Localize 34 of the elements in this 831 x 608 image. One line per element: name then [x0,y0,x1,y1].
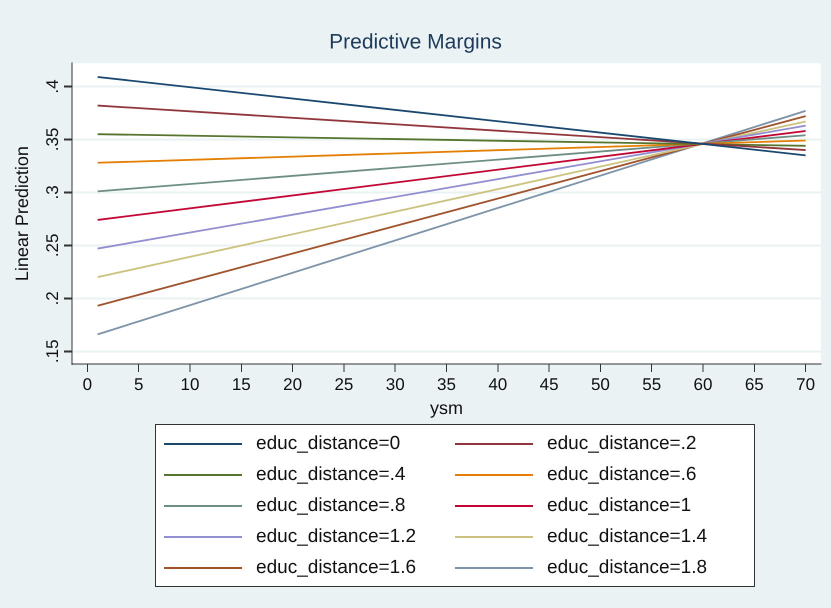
x-tick-label: 50 [590,374,610,394]
y-axis-title: Linear Prediction [12,146,32,282]
legend-label: educ_distance=1.6 [256,556,416,578]
x-tick-label: 15 [232,374,251,394]
y-tick-label: .15 [43,339,62,364]
legend-label: educ_distance=.4 [256,464,406,486]
x-tick-label: 10 [180,374,200,394]
legend-label: educ_distance=1.8 [547,556,708,578]
legend-label: educ_distance=0 [256,432,400,454]
x-tick-label: 70 [796,374,816,394]
y-tick-label: .2 [43,291,62,306]
x-tick-label: 5 [134,374,144,394]
chart-title: Predictive Margins [329,30,502,54]
legend-label: educ_distance=.8 [256,494,406,516]
y-tick-label: .35 [43,128,62,152]
legend-label: educ_distance=.6 [547,464,696,486]
x-tick-label: 30 [386,374,405,394]
x-tick-label: 55 [642,374,662,394]
x-tick-label: 35 [437,374,456,394]
x-tick-label: 60 [694,374,712,394]
x-tick-label: 20 [283,374,302,394]
legend-label: educ_distance=1 [547,494,692,516]
legend-label: educ_distance=.2 [547,432,696,454]
legend-label: educ_distance=1.2 [256,526,416,548]
y-tick-label: .25 [43,234,62,258]
x-tick-label: 65 [744,374,764,394]
x-axis-title: ysm [430,398,463,418]
x-tick-label: 25 [334,374,354,394]
x-tick-label: 0 [82,374,92,394]
legend-label: educ_distance=1.4 [547,526,708,548]
y-tick-label: .3 [43,185,62,200]
y-tick-label: .4 [43,79,62,94]
x-tick-label: 40 [488,374,508,394]
x-tick-label: 45 [540,374,559,394]
